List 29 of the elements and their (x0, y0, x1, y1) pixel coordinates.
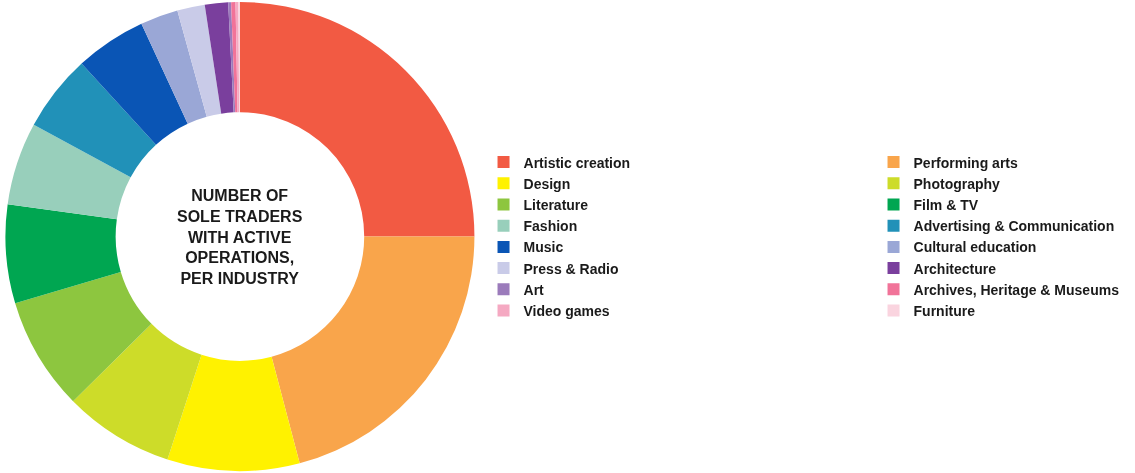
legend-label: Photography (913, 175, 1001, 192)
donut-slice (177, 4, 222, 117)
legend-label: Art (523, 281, 545, 298)
legend-label: Fashion (523, 218, 578, 235)
donut-slice (73, 323, 202, 460)
legend-label: Archives, Heritage & Museums (913, 281, 1120, 298)
donut-slice (5, 204, 121, 304)
donut-slice (231, 2, 238, 113)
donut-slice (15, 271, 152, 402)
legend-label: Film & TV (913, 196, 979, 213)
legend-label: Advertising & Communication (913, 218, 1115, 235)
legend-label: Press & Radio (523, 260, 619, 277)
donut-slice (7, 124, 131, 220)
legend-label: Architecture (913, 260, 997, 277)
legend-label: Artistic creation (523, 154, 631, 171)
donut-slice (33, 63, 156, 178)
text: NUMBER OF SOLE TRADERS WITH ACTIVE OPERATIONS, PER INDUSTRY (177, 187, 303, 288)
legend-label: Design (523, 175, 571, 192)
donut-slice (81, 23, 188, 145)
legend-label: Video games (523, 302, 610, 319)
legend-label: Performing arts (913, 154, 1018, 171)
donut-slice (228, 2, 236, 113)
legend-label: Music (523, 239, 564, 256)
donut-slice (167, 354, 300, 471)
donut-slice (141, 10, 207, 124)
legend-label: Literature (523, 196, 589, 213)
legend-label: Furniture (913, 302, 976, 319)
donut-slice (204, 2, 234, 114)
legend-label: Cultural education (913, 239, 1037, 256)
